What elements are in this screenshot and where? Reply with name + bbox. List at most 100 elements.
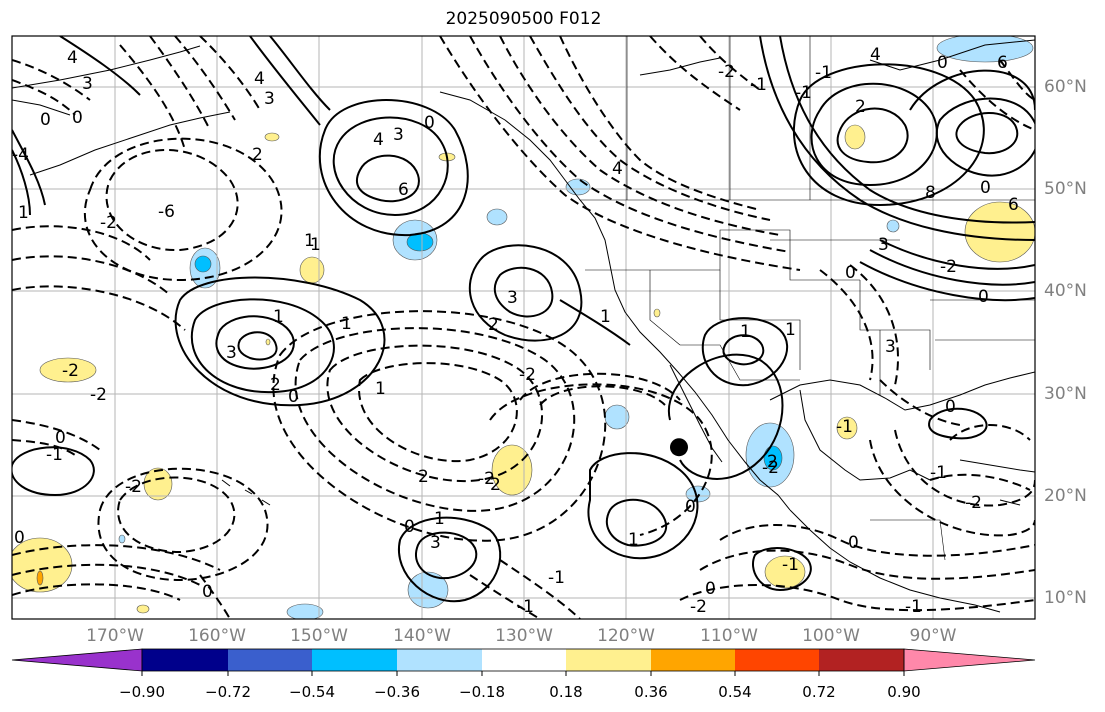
contour-label: -6	[158, 202, 175, 222]
contour-label: 1	[434, 509, 445, 529]
colorbar-swatch	[228, 649, 312, 671]
contour-label: -1	[815, 63, 832, 83]
colorbar-swatch	[566, 649, 651, 671]
contour-label: 0	[848, 533, 859, 553]
contour-label: 0	[978, 287, 989, 307]
colorbar-tick-label: 0.54	[718, 683, 752, 701]
contour-label: 0	[404, 517, 415, 537]
contour-label: 1	[310, 235, 321, 255]
lat-label: 40°N	[1044, 281, 1087, 301]
contour-label: -2	[519, 365, 536, 385]
contour-labels: 4 3 0 0 4 3 2 4 3 0 6 4 2 0 6 -6 6 4 -4 …	[12, 45, 1019, 617]
lon-label: 120°W	[597, 626, 655, 646]
graticule	[12, 36, 1035, 619]
contour-label: 2	[490, 475, 501, 495]
contour-label: -2	[690, 597, 707, 617]
contour-label: 3	[507, 288, 518, 308]
contour-label: 3	[430, 533, 441, 553]
lon-label: 140°W	[393, 626, 451, 646]
colorbar-tick-label: 0.90	[887, 683, 921, 701]
colorbar-extend-high	[903, 648, 1036, 672]
contour-label: -2	[718, 62, 735, 82]
contour-label: 4	[870, 45, 881, 65]
colorbar-swatch	[397, 649, 482, 671]
solid-contours	[12, 36, 1035, 603]
contour-label: -1	[517, 597, 534, 617]
colorbar-swatch	[735, 649, 819, 671]
dashed-contours	[12, 36, 1035, 619]
contour-label: 0	[40, 110, 51, 130]
colorbar-tick-label: 0.36	[634, 683, 668, 701]
contour-label: 0	[685, 497, 696, 517]
colorbar-tick-label: −0.54	[289, 683, 335, 701]
contour-label: 3	[226, 343, 237, 363]
colorbar-tick-label: 0.72	[802, 683, 836, 701]
contour-label: 2	[855, 97, 866, 117]
contour-label: 1	[785, 320, 796, 340]
map-frame	[11, 35, 1036, 620]
contour-label: 8	[925, 183, 936, 203]
contour-label: -2	[100, 213, 117, 233]
colorbar-swatch	[142, 649, 228, 671]
contour-label: 2	[252, 145, 263, 165]
contour-label: 2	[488, 315, 499, 335]
lon-label: 100°W	[802, 626, 860, 646]
contour-label: -1	[750, 75, 767, 95]
lon-label: 90°W	[909, 626, 957, 646]
contour-label: 3	[393, 125, 404, 145]
colorbar-swatch	[819, 649, 904, 671]
contour-label: -1	[548, 568, 565, 588]
contour-label: -1	[836, 417, 853, 437]
contour-label: 1	[375, 379, 386, 399]
contour-label: 4	[612, 159, 623, 179]
contour-label: 4	[254, 69, 265, 89]
contour-label: -2	[62, 361, 79, 381]
lon-label: 110°W	[700, 626, 758, 646]
contour-label: 0	[14, 528, 25, 548]
contour-label: 6	[997, 53, 1008, 73]
lon-label: 130°W	[495, 626, 553, 646]
contour-label: 4	[373, 130, 384, 150]
contour-label: 0	[980, 178, 991, 198]
contour-label: -2	[478, 469, 495, 489]
contour-label: 1	[18, 203, 29, 223]
contour-label: -2	[940, 257, 957, 277]
colorbar-swatch	[651, 649, 735, 671]
contour-label: 0	[705, 579, 716, 599]
contour-label: 0	[945, 397, 956, 417]
contour-label: 2	[767, 452, 778, 472]
colorbar-swatch	[482, 649, 566, 671]
contour-label: 6	[398, 180, 409, 200]
lon-label: 160°W	[188, 626, 246, 646]
contour-label: -1	[930, 463, 947, 483]
colorbar-tick-label: −0.72	[205, 683, 251, 701]
lat-label: 50°N	[1044, 179, 1087, 199]
contour-label: -4	[12, 145, 29, 165]
contour-label: 2	[270, 375, 281, 395]
lon-label: 150°W	[290, 626, 348, 646]
contour-label: 0	[72, 108, 83, 128]
contour-label: -1	[782, 555, 799, 575]
contour-label: 0	[202, 582, 213, 602]
contour-label: 0	[937, 53, 948, 73]
contour-label: 4	[67, 48, 78, 68]
contour-label: 0	[55, 428, 66, 448]
colorbar-swatch	[312, 649, 397, 671]
contour-label: 1	[304, 231, 315, 251]
contour-label: 0	[288, 387, 299, 407]
location-marker	[670, 438, 688, 457]
colorbar-tick-label: 0.18	[549, 683, 583, 701]
contour-label: 1	[600, 307, 611, 327]
lat-label: 10°N	[1044, 588, 1087, 608]
contour-label: 1	[628, 530, 639, 550]
contour-label: -2	[762, 458, 779, 478]
contour-label: -1	[795, 83, 812, 103]
contour-label: -2	[90, 385, 107, 405]
contour-label: 3	[878, 235, 889, 255]
contour-label: -1	[905, 597, 922, 617]
coastlines	[12, 39, 1035, 613]
contour-label: 0	[424, 113, 435, 133]
contour-label: 1	[273, 307, 284, 327]
contour-label: -1	[46, 445, 63, 465]
